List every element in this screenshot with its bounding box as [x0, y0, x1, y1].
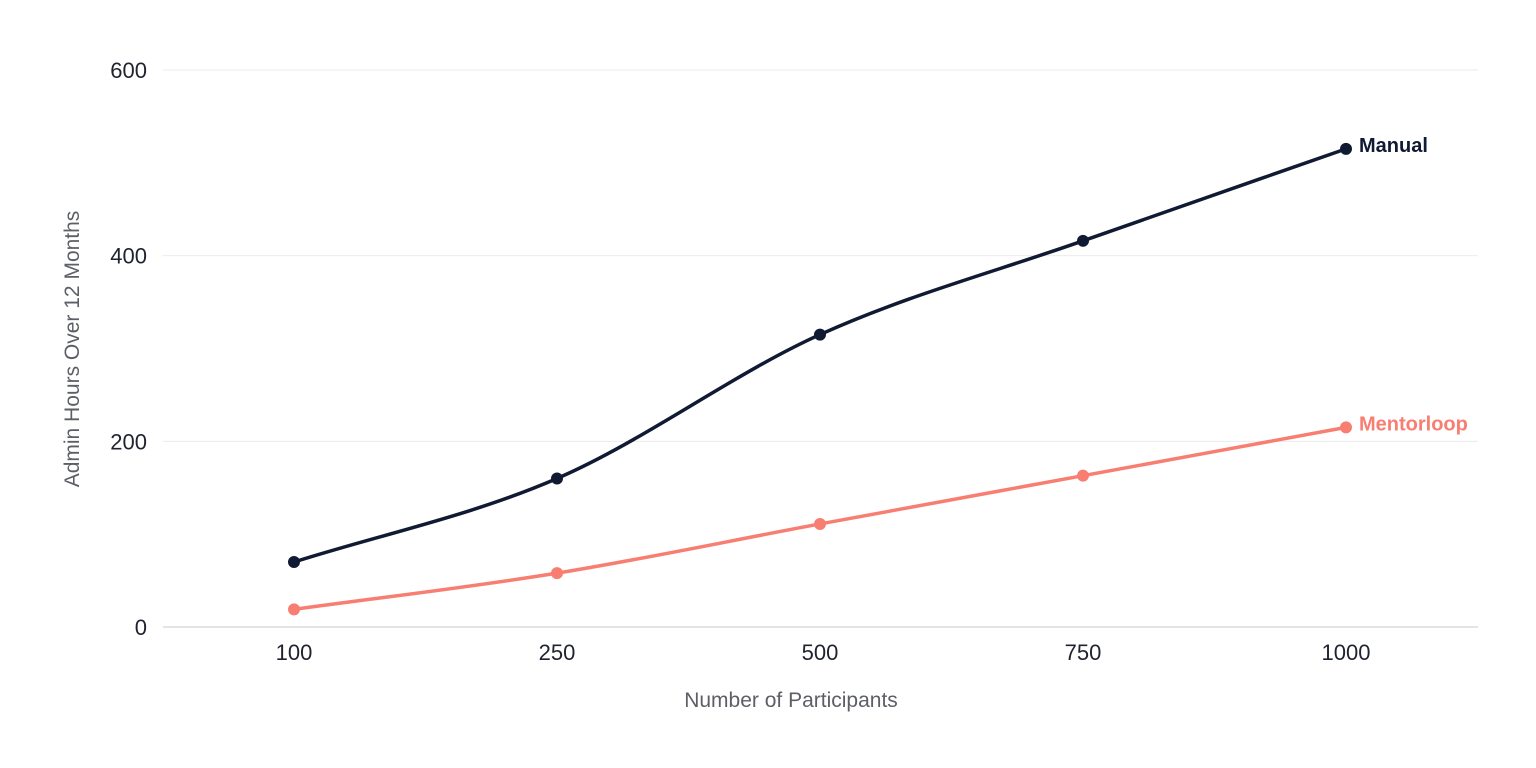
series-line-manual: [292, 147, 1348, 564]
data-point-manual: [551, 472, 563, 485]
x-axis-ticks: 100 250 500 750 1000: [276, 640, 1371, 665]
data-point-manual: [1340, 142, 1352, 155]
y-axis-ticks: 0 200 400 600: [110, 58, 147, 640]
data-point-manual: [1077, 234, 1089, 247]
y-axis-title: Admin Hours Over 12 Months: [61, 211, 84, 488]
x-tick-label: 500: [802, 640, 839, 665]
x-tick-label: 100: [276, 640, 313, 665]
y-tick-label: 600: [110, 58, 147, 83]
x-tick-label: 250: [539, 640, 576, 665]
data-point-manual: [288, 556, 300, 569]
y-tick-label: 200: [110, 429, 147, 454]
data-point-mentorloop: [551, 567, 563, 580]
x-tick-label: 1000: [1322, 640, 1371, 665]
series-labels: Manual Mentorloop: [1359, 135, 1468, 435]
data-point-mentorloop: [814, 517, 826, 530]
y-tick-label: 0: [135, 615, 147, 640]
data-point-mentorloop: [288, 603, 300, 616]
data-point-mentorloop: [1340, 421, 1352, 434]
series-lines: [288, 142, 1352, 616]
data-point-manual: [814, 328, 826, 341]
y-tick-label: 400: [110, 244, 147, 269]
series-label-mentorloop: Mentorloop: [1359, 413, 1468, 435]
series-label-manual: Manual: [1359, 135, 1428, 157]
x-tick-label: 750: [1065, 640, 1102, 665]
data-point-mentorloop: [1077, 469, 1089, 482]
x-axis-title: Number of Participants: [684, 689, 898, 712]
grid-lines: [163, 69, 1478, 628]
